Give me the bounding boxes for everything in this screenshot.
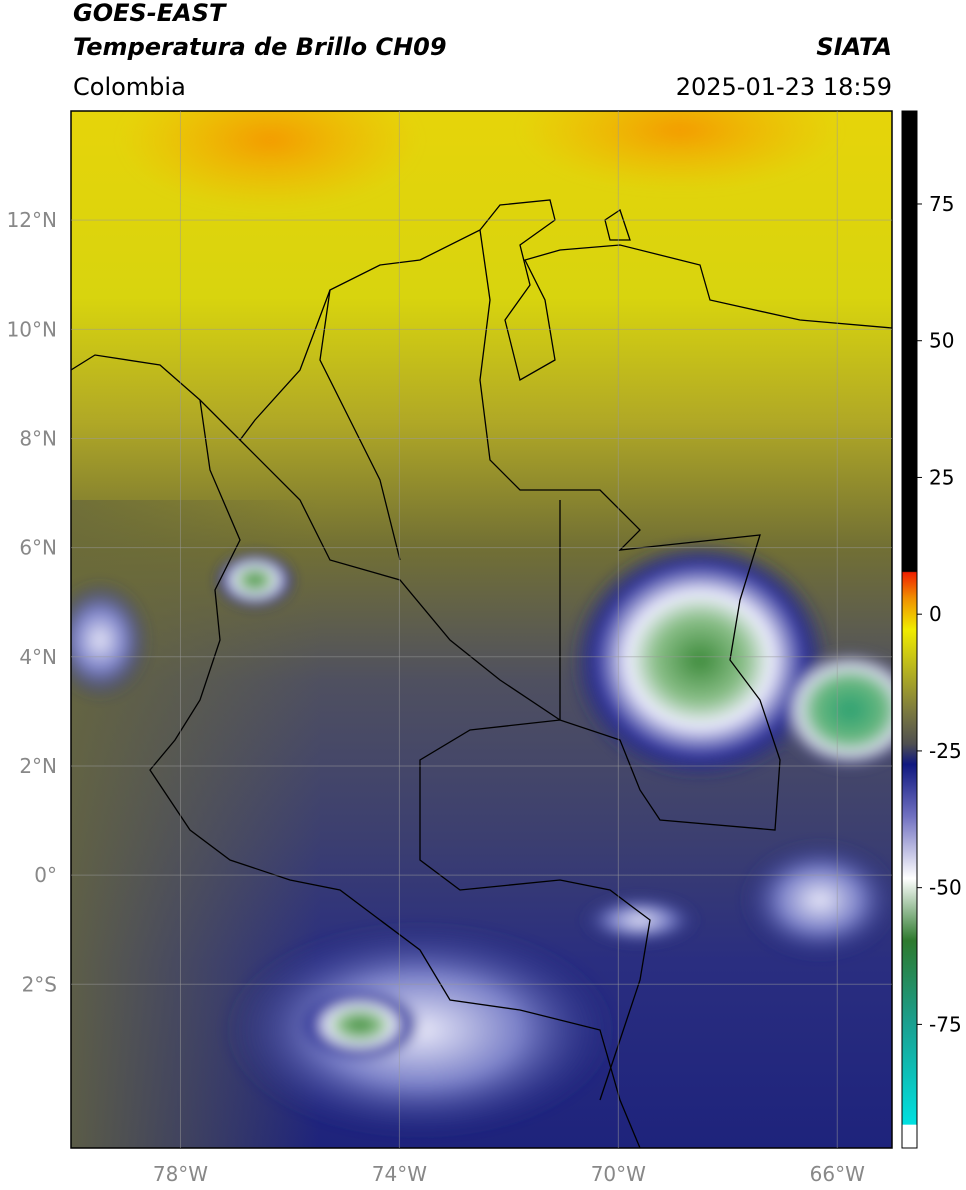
- map-frame: [70, 110, 893, 1149]
- y-tick-label: 4°N: [19, 645, 57, 669]
- y-tick-label: 12°N: [7, 208, 57, 232]
- y-tick-label: 2°S: [22, 972, 57, 996]
- y-tick-label: 2°N: [19, 754, 57, 778]
- x-tick-label: 78°W: [153, 1162, 208, 1186]
- subtitle: Temperatura de Brillo CH09: [73, 33, 447, 61]
- y-tick-label: 6°N: [19, 536, 57, 560]
- title: GOES-EAST: [73, 0, 227, 27]
- y-tick-label: 8°N: [19, 426, 57, 450]
- colorbar-tick-label: 0: [929, 602, 942, 626]
- colorbar-tick-label: 25: [929, 465, 954, 489]
- x-tick-label: 74°W: [372, 1162, 427, 1186]
- x-tick-label: 70°W: [591, 1162, 646, 1186]
- datetime: 2025-01-23 18:59: [676, 73, 892, 101]
- region: Colombia: [73, 73, 186, 101]
- colorbar-tick-label: 75: [929, 192, 954, 216]
- y-tick-label: 0°: [34, 863, 57, 887]
- colorbar: [901, 110, 918, 1149]
- colorbar-tick-label: -50: [929, 876, 962, 900]
- colorbar-tick-label: -75: [929, 1012, 962, 1036]
- satellite-image: [71, 111, 892, 1148]
- colorbar-tick-label: -25: [929, 739, 962, 763]
- source: SIATA: [816, 33, 892, 61]
- y-tick-label: 10°N: [7, 317, 57, 341]
- x-tick-label: 66°W: [810, 1162, 865, 1186]
- colorbar-tick-label: 50: [929, 329, 954, 353]
